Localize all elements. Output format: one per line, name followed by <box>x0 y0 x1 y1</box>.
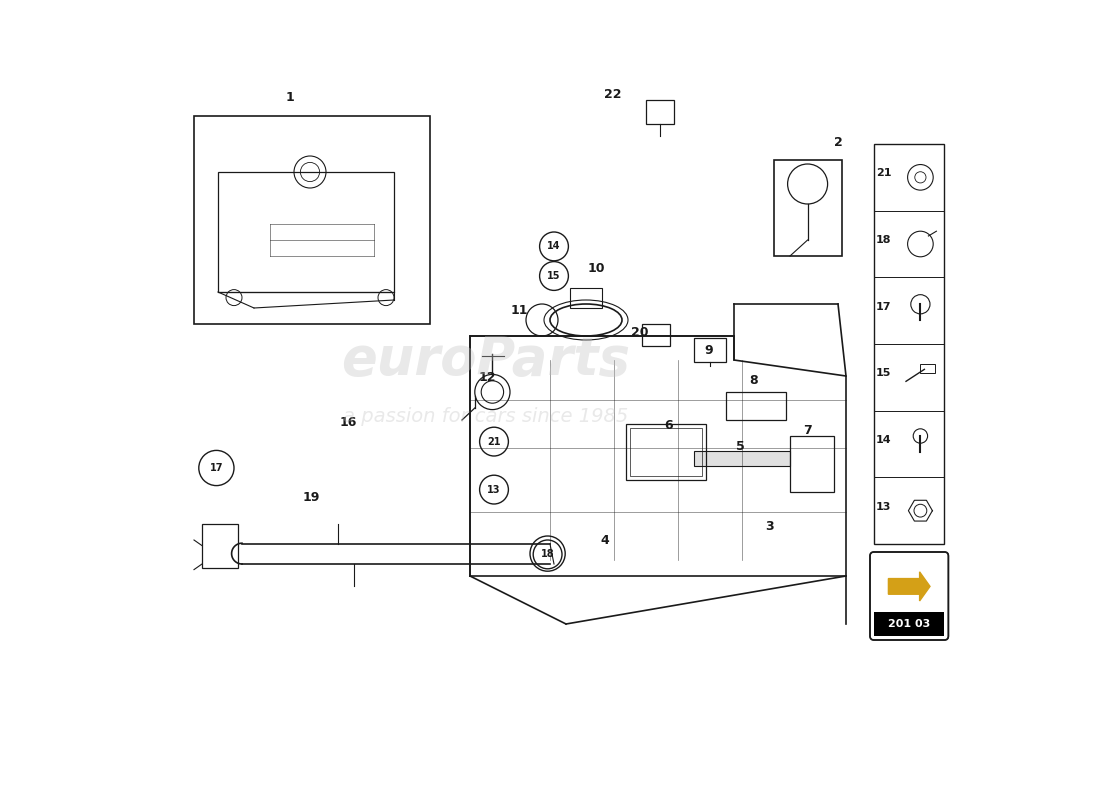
Text: 5: 5 <box>736 440 745 453</box>
Text: 11: 11 <box>510 304 528 317</box>
Bar <box>726 392 786 420</box>
Text: 21: 21 <box>487 437 500 446</box>
Text: 22: 22 <box>604 88 622 101</box>
Bar <box>694 451 790 466</box>
Bar <box>874 144 945 544</box>
Text: 15: 15 <box>876 368 891 378</box>
Text: 6: 6 <box>664 419 673 432</box>
Bar <box>642 324 670 346</box>
Text: a passion for cars since 1985: a passion for cars since 1985 <box>343 406 628 426</box>
Text: 9: 9 <box>704 344 713 357</box>
Text: 13: 13 <box>876 502 891 512</box>
Text: 10: 10 <box>587 262 605 274</box>
Bar <box>774 160 842 256</box>
Text: 19: 19 <box>302 491 320 504</box>
Bar <box>630 428 702 476</box>
Text: 201 03: 201 03 <box>888 619 931 629</box>
Bar <box>194 116 430 324</box>
Text: 14: 14 <box>876 435 891 445</box>
Text: 12: 12 <box>478 371 496 384</box>
Text: 8: 8 <box>750 374 758 386</box>
Text: 18: 18 <box>876 235 891 245</box>
Text: 16: 16 <box>340 416 358 429</box>
Text: 14: 14 <box>548 242 561 251</box>
Bar <box>202 524 238 568</box>
Text: 20: 20 <box>630 326 648 338</box>
Text: 4: 4 <box>600 534 608 546</box>
Bar <box>874 612 945 636</box>
Bar <box>570 288 602 308</box>
Text: 3: 3 <box>766 520 774 533</box>
Text: 18: 18 <box>541 549 554 558</box>
Text: 17: 17 <box>210 463 223 473</box>
FancyBboxPatch shape <box>870 552 948 640</box>
Text: euroParts: euroParts <box>341 334 630 386</box>
Bar <box>790 436 834 492</box>
Text: 1: 1 <box>286 91 295 104</box>
Bar <box>921 364 935 374</box>
Bar <box>646 100 674 124</box>
Text: 7: 7 <box>803 424 812 437</box>
Text: 13: 13 <box>487 485 500 494</box>
Bar <box>626 424 706 480</box>
Bar <box>218 172 394 292</box>
Text: 21: 21 <box>876 168 891 178</box>
Text: 2: 2 <box>834 136 843 149</box>
Text: 17: 17 <box>876 302 891 312</box>
Text: 15: 15 <box>548 271 561 281</box>
Polygon shape <box>889 572 930 601</box>
Bar <box>694 338 726 362</box>
